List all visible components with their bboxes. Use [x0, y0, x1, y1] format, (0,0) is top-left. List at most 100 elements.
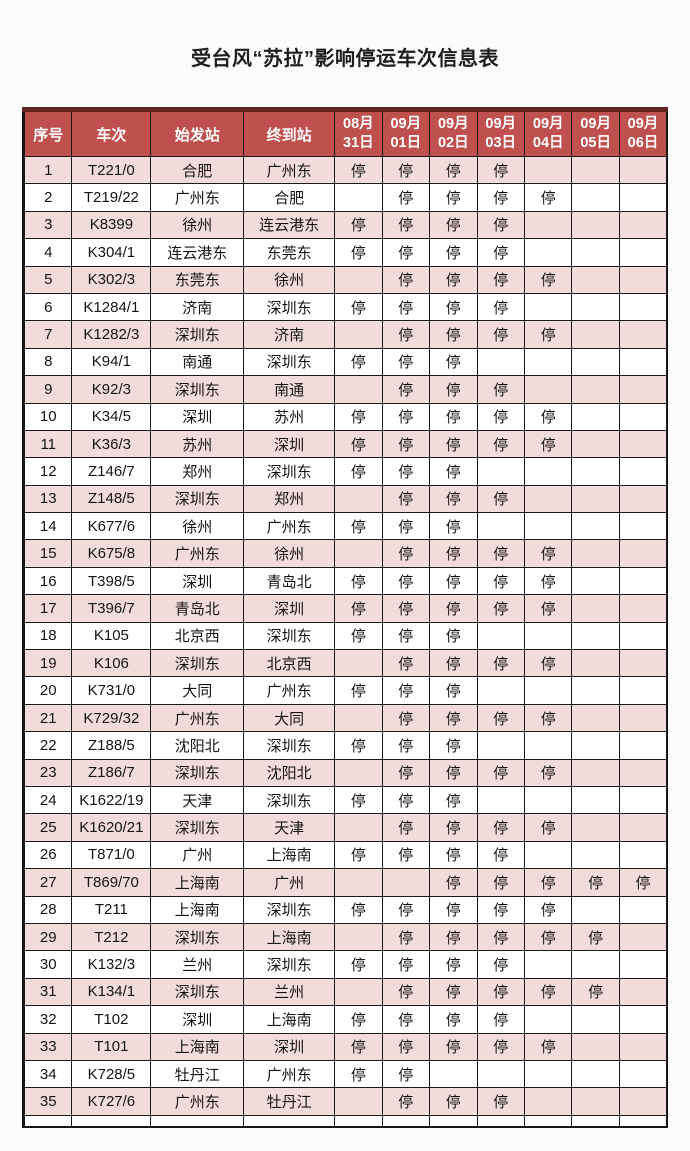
cell-date-4: [523, 1087, 573, 1116]
cell-destination: 连云港东: [243, 210, 336, 240]
cell-date-2: 停: [429, 402, 478, 431]
cell-date-0: 停: [334, 347, 383, 377]
header-row: 序号 车次 始发站 终到站 08月 31日 09月 01日 09月 02日 09月 03日 09月 04日…: [22, 109, 668, 157]
cell-train: K92/3: [71, 375, 152, 404]
cell-destination: 深圳东: [243, 457, 336, 486]
cell-date-6: 停: [618, 868, 668, 897]
cell-date-6: [618, 265, 668, 294]
cell-index: 5: [22, 265, 73, 294]
cell-date-0: [334, 868, 383, 897]
cell-empty: [429, 1114, 478, 1128]
table-row: 5 K302/3 东莞东 徐州停停停停: [22, 265, 668, 294]
cell-index: 11: [22, 429, 73, 459]
cell-date-4: 停: [523, 320, 573, 349]
cell-date-2: 停: [429, 292, 478, 322]
cell-date-3: [476, 457, 525, 486]
table-row: 21 K729/32 广州东 大同停停停停: [22, 703, 668, 733]
cell-origin: 深圳: [150, 1005, 245, 1034]
cell-origin: 济南: [150, 292, 245, 322]
cell-date-2: 停: [429, 813, 478, 842]
table-row: 11 K36/3 苏州 深圳停停停停停: [22, 429, 668, 459]
cell-destination: 苏州: [243, 402, 336, 431]
cell-date-0: [334, 758, 383, 787]
cell-date-2: 停: [429, 621, 478, 651]
cell-train: T221/0: [71, 155, 152, 185]
cell-train: T211: [71, 895, 152, 924]
col-header-date-0: 08月 31日: [334, 109, 383, 157]
cell-date-2: 停: [429, 238, 478, 267]
cell-date-1: 停: [381, 375, 431, 404]
cell-date-5: [571, 813, 620, 842]
cell-destination: 青岛北: [243, 566, 336, 596]
cell-date-1: 停: [381, 566, 431, 596]
cell-destination: 广州东: [243, 676, 336, 705]
cell-date-0: 停: [334, 676, 383, 705]
cell-date-6: [618, 1005, 668, 1034]
cell-date-3: [476, 1059, 525, 1089]
cell-date-5: [571, 512, 620, 541]
cell-index: 26: [22, 840, 73, 870]
cell-date-1: 停: [381, 731, 431, 760]
cell-train: Z188/5: [71, 731, 152, 760]
cell-date-5: [571, 210, 620, 240]
table-row: 2 T219/22 广州东 合肥停停停停: [22, 183, 668, 212]
cell-index: 13: [22, 484, 73, 514]
cell-date-1: 停: [381, 539, 431, 568]
cell-destination: 广州: [243, 868, 336, 897]
cell-date-1: 停: [381, 210, 431, 240]
cell-date-5: [571, 950, 620, 979]
cell-date-5: [571, 758, 620, 787]
cell-date-1: 停: [381, 840, 431, 870]
cell-origin: 深圳东: [150, 649, 245, 678]
cell-index: 12: [22, 457, 73, 486]
col-header-date-4: 09月 04日: [523, 109, 573, 157]
cell-date-4: 停: [523, 703, 573, 733]
cell-date-6: [618, 1087, 668, 1116]
cell-index: 34: [22, 1059, 73, 1089]
cell-index: 4: [22, 238, 73, 267]
cell-date-4: 停: [523, 758, 573, 787]
cell-date-4: 停: [523, 429, 573, 459]
col-header-train: 车次: [71, 109, 152, 157]
cell-train: T219/22: [71, 183, 152, 212]
cell-date-1: 停: [381, 429, 431, 459]
cell-date-2: 停: [429, 539, 478, 568]
cell-date-5: [571, 785, 620, 815]
page-title: 受台风“苏拉”影响停运车次信息表: [191, 48, 499, 70]
cell-date-2: 停: [429, 840, 478, 870]
cell-destination: 南通: [243, 375, 336, 404]
cell-index: 1: [22, 155, 73, 185]
cell-date-4: [523, 1059, 573, 1089]
cell-destination: 深圳: [243, 1032, 336, 1061]
cell-destination: 深圳东: [243, 895, 336, 924]
cell-origin: 广州东: [150, 183, 245, 212]
cell-date-6: [618, 1032, 668, 1061]
cell-empty: [523, 1114, 573, 1128]
cell-index: 33: [22, 1032, 73, 1061]
cell-train: K677/6: [71, 512, 152, 541]
cell-date-6: [618, 840, 668, 870]
cell-date-3: 停: [476, 183, 525, 212]
cell-date-1: 停: [381, 950, 431, 979]
col-header-date-1: 09月 01日: [381, 109, 431, 157]
cell-train: Z148/5: [71, 484, 152, 514]
table-row: 30 K132/3 兰州 深圳东停停停停: [22, 950, 668, 979]
cell-date-1: 停: [381, 649, 431, 678]
cell-origin: 大同: [150, 676, 245, 705]
cell-destination: 深圳东: [243, 731, 336, 760]
table-row: 31 K134/1 深圳东 兰州停停停停停: [22, 977, 668, 1007]
cell-date-3: 停: [476, 265, 525, 294]
cell-date-4: [523, 210, 573, 240]
cell-date-1: 停: [381, 1032, 431, 1061]
table-row: 4 K304/1 连云港东 东莞东停停停停: [22, 238, 668, 267]
cell-date-3: 停: [476, 895, 525, 924]
cell-date-2: 停: [429, 457, 478, 486]
cell-date-3: 停: [476, 758, 525, 787]
table-row: 33 T101 上海南 深圳停停停停停: [22, 1032, 668, 1061]
cell-destination: 徐州: [243, 539, 336, 568]
cell-date-0: [334, 977, 383, 1007]
table-row: 27 T869/70 上海南 广州停停停停停: [22, 868, 668, 897]
cell-date-3: 停: [476, 703, 525, 733]
cell-date-3: 停: [476, 429, 525, 459]
cell-date-3: 停: [476, 840, 525, 870]
